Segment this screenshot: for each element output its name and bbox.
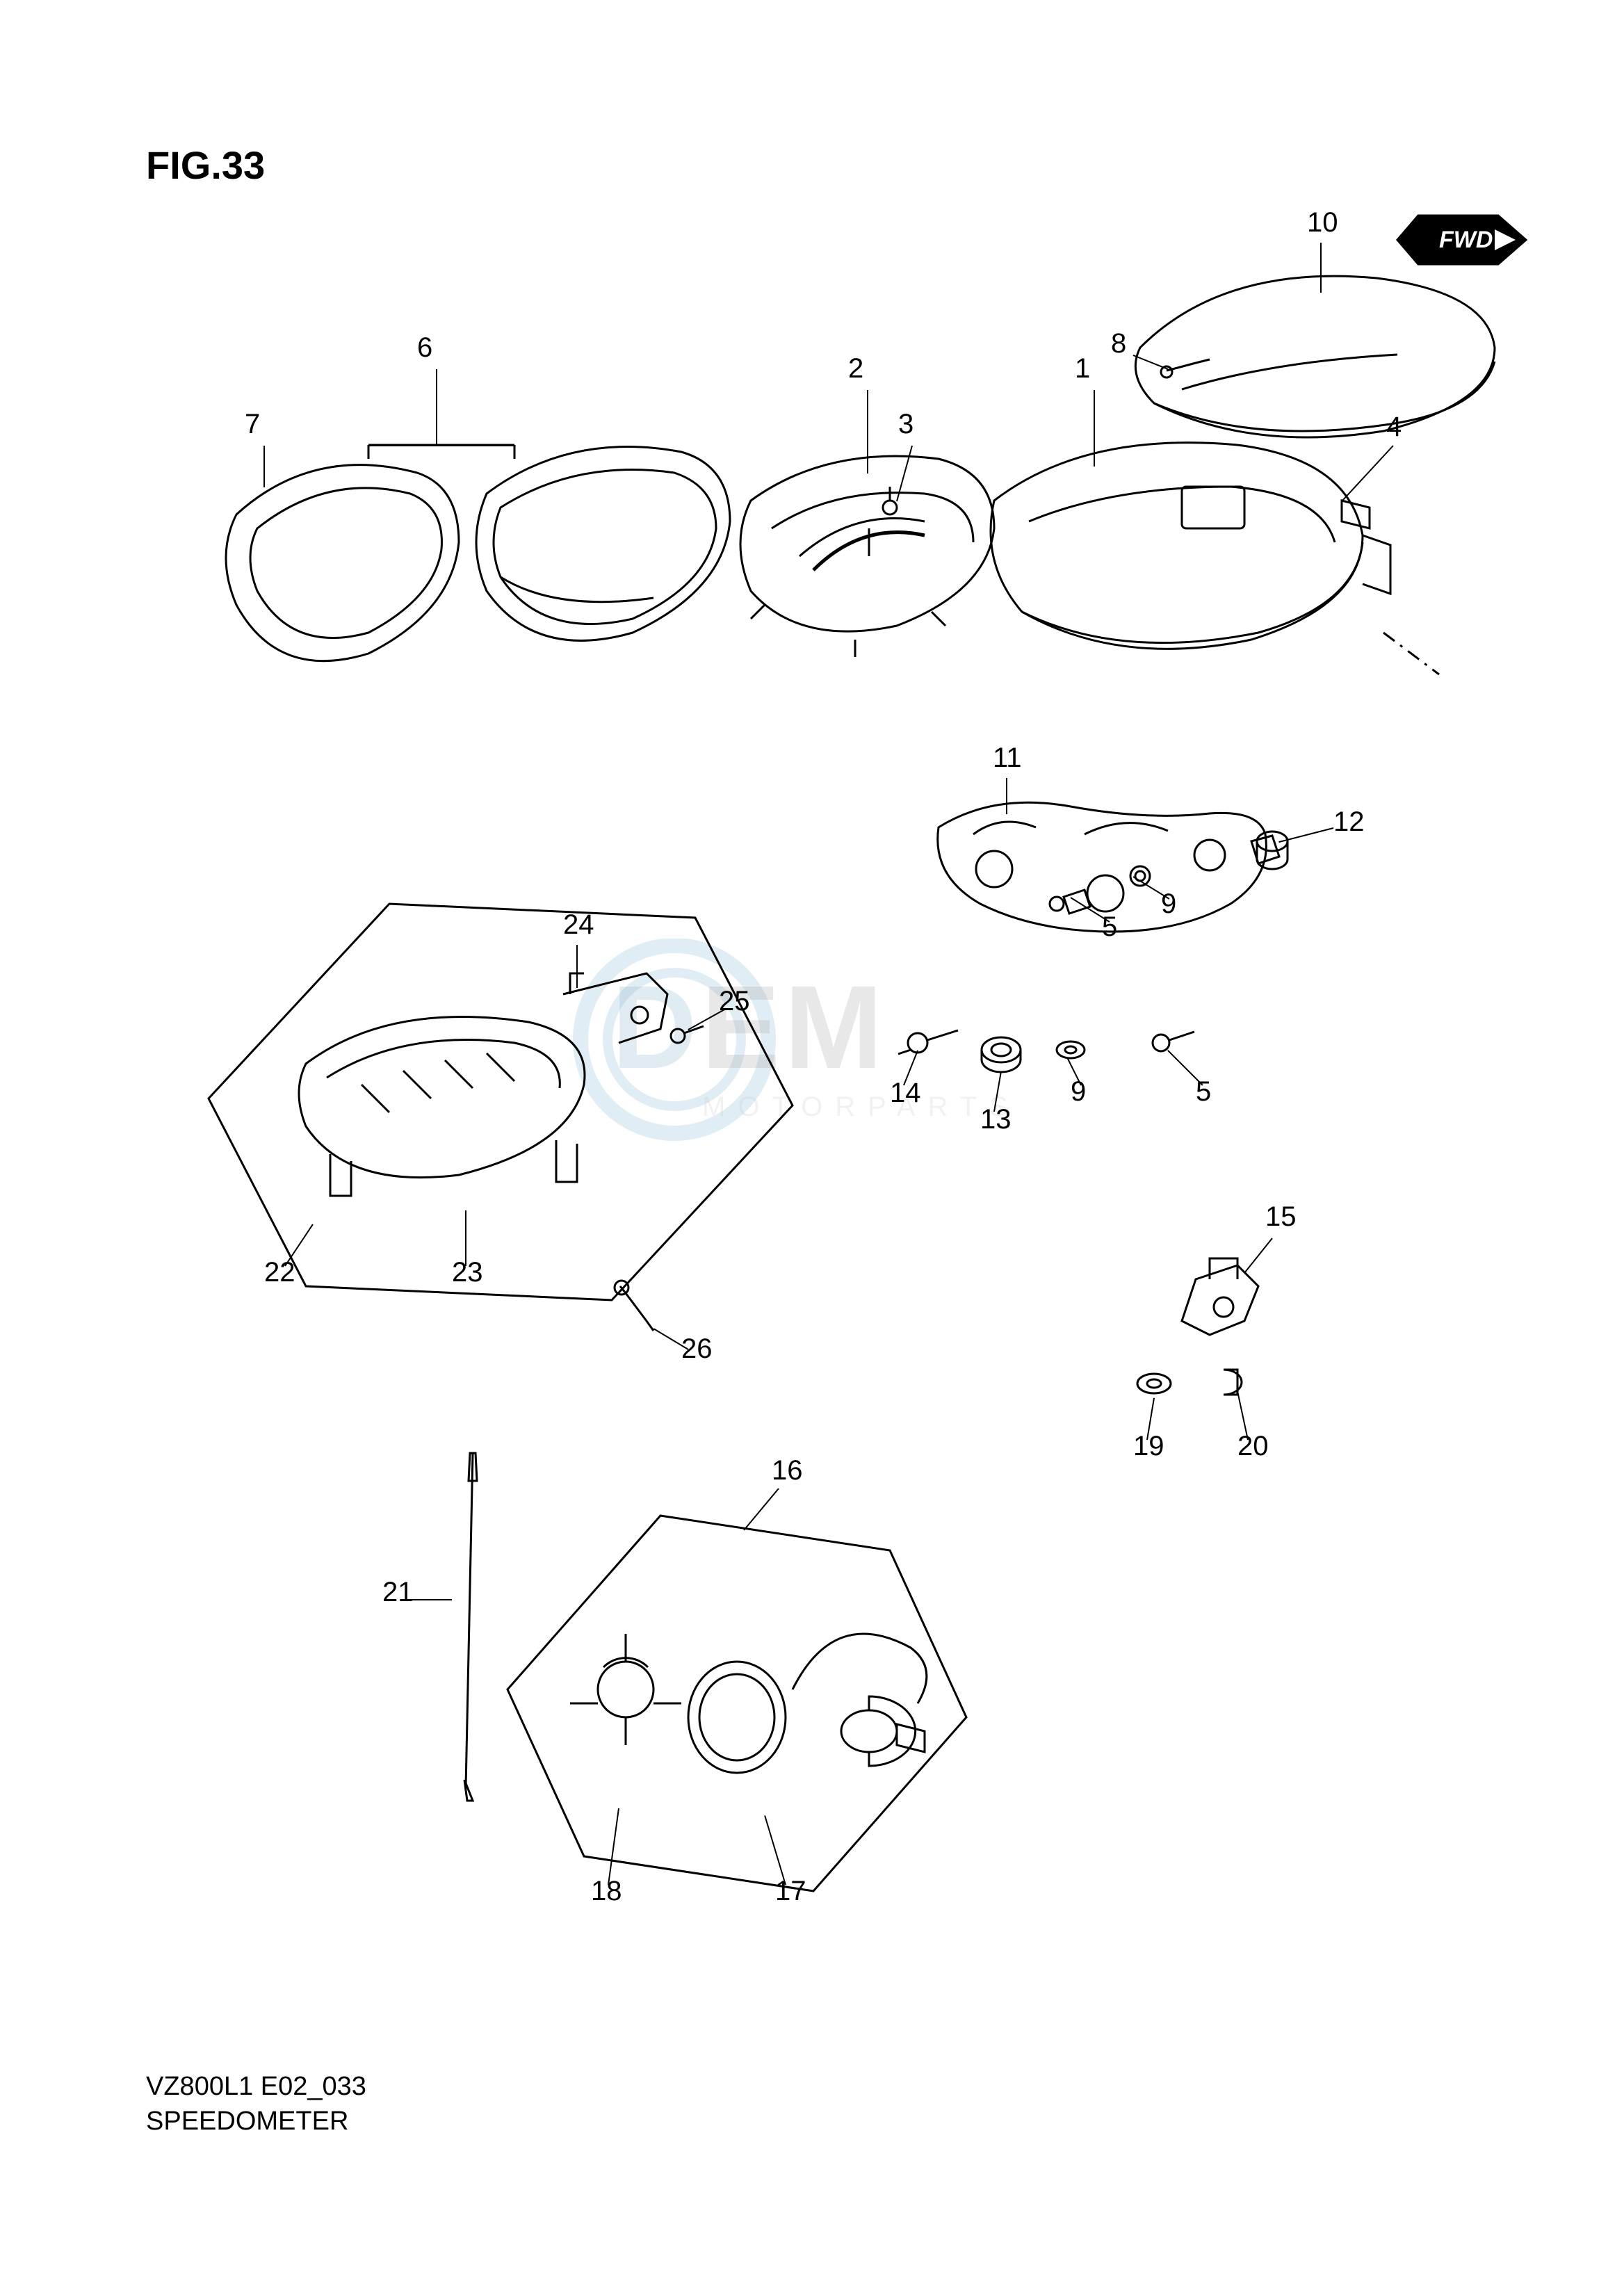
- callout-26: 26: [681, 1333, 713, 1365]
- callout-9: 9: [1161, 889, 1176, 920]
- leader-c6b: [368, 445, 514, 446]
- callout-5: 5: [1102, 911, 1117, 943]
- callout-2: 2: [848, 353, 863, 384]
- callout-21: 21: [382, 1577, 414, 1608]
- callout-17: 17: [775, 1876, 806, 1907]
- part-18-rotor: [570, 1634, 681, 1745]
- part-9b-washer: [1057, 1041, 1085, 1058]
- callout-3: 3: [898, 409, 914, 440]
- leader-c10: [1320, 243, 1322, 293]
- part-7-cushion: [226, 465, 459, 661]
- callout-4: 4: [1386, 412, 1402, 443]
- leader-c7: [263, 446, 265, 487]
- callout-5: 5: [1196, 1076, 1211, 1108]
- callout-10: 10: [1307, 207, 1338, 238]
- callout-13: 13: [980, 1104, 1012, 1135]
- part-20-clamp: [1224, 1370, 1242, 1395]
- leader-c2: [867, 390, 868, 473]
- callout-11: 11: [993, 743, 1022, 774]
- part-1-lower-case: [991, 443, 1390, 649]
- part-23-indicator: [299, 1017, 585, 1197]
- callout-9: 9: [1071, 1076, 1086, 1108]
- callout-24: 24: [563, 909, 594, 941]
- part-8-screw: [1161, 359, 1210, 378]
- part-2-meter-unit: [740, 456, 994, 657]
- part-5-9-cluster-a: [1050, 866, 1150, 914]
- callout-1: 1: [1075, 353, 1090, 384]
- part-14-bolt: [898, 1030, 958, 1054]
- callout-25: 25: [719, 986, 750, 1017]
- callout-7: 7: [245, 409, 260, 440]
- callout-15: 15: [1265, 1201, 1297, 1233]
- part-24-bracket: [563, 973, 667, 1043]
- part-19-washer: [1137, 1374, 1171, 1393]
- footer-code: VZ800L1 E02_033: [146, 2072, 366, 2102]
- footer-name: SPEEDOMETER: [146, 2107, 348, 2136]
- part-21-tie: [464, 1453, 477, 1801]
- diagram-svg: [0, 0, 1624, 2295]
- part-13-cushion: [982, 1037, 1021, 1072]
- callout-20: 20: [1237, 1431, 1269, 1462]
- part-17-ring: [688, 1662, 786, 1773]
- part-10-cover: [1135, 276, 1495, 437]
- part-26-screw: [615, 1281, 653, 1331]
- callout-8: 8: [1111, 328, 1126, 359]
- callout-19: 19: [1133, 1431, 1164, 1462]
- part-3-screw: [883, 487, 897, 514]
- page: FIG.33 FWD DEM MOTORPARTS: [0, 0, 1624, 2295]
- leader-c6: [436, 369, 437, 446]
- leader-c21: [409, 1599, 452, 1600]
- leader-c24: [576, 945, 578, 988]
- callout-6: 6: [417, 332, 432, 364]
- part-5b-screw: [1153, 1032, 1194, 1051]
- callout-14: 14: [890, 1078, 921, 1109]
- part-6-cover: [476, 447, 730, 641]
- part-16-sensor: [793, 1634, 927, 1766]
- callout-18: 18: [591, 1876, 622, 1907]
- callout-22: 22: [264, 1257, 295, 1288]
- callout-23: 23: [452, 1257, 483, 1288]
- hex-22: [209, 904, 793, 1300]
- callout-16: 16: [772, 1455, 803, 1486]
- leader-c1: [1094, 390, 1095, 467]
- leader-c11: [1006, 778, 1007, 814]
- callout-12: 12: [1333, 806, 1365, 838]
